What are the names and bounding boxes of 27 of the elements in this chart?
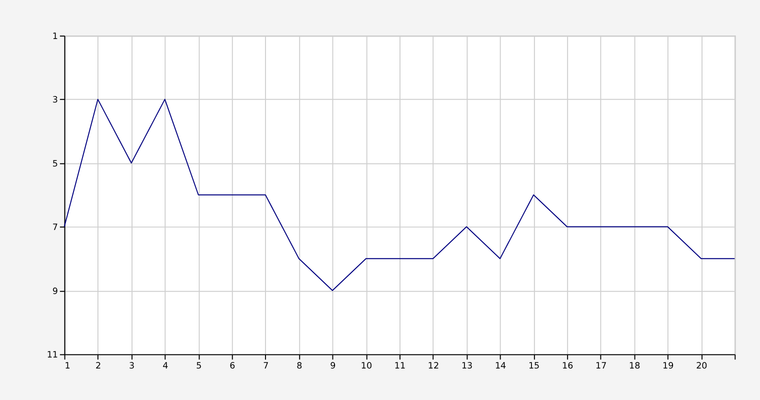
x-tick-label: 3 bbox=[129, 361, 135, 372]
x-tick-label: 15 bbox=[528, 361, 540, 372]
x-tick-label: 11 bbox=[394, 361, 406, 372]
x-tick-label: 19 bbox=[662, 361, 674, 372]
line-series bbox=[64, 98, 736, 291]
x-tick-label: 14 bbox=[494, 361, 507, 372]
x-tick-label: 13 bbox=[461, 361, 473, 372]
x-tick-label: 4 bbox=[162, 361, 169, 372]
x-tick-label: 10 bbox=[360, 361, 372, 372]
x-tick-label: 16 bbox=[562, 361, 574, 372]
y-tick-label: 3 bbox=[52, 96, 58, 106]
x-tick-label: 5 bbox=[196, 361, 202, 372]
x-tick-label: 1 bbox=[64, 361, 70, 372]
y-tick-label: 11 bbox=[46, 350, 58, 361]
x-tick-label: 6 bbox=[230, 361, 236, 372]
x-tick-label: 7 bbox=[263, 361, 269, 372]
x-tick-label: 20 bbox=[696, 361, 708, 372]
x-tick-label: 2 bbox=[96, 361, 102, 372]
x-tick-label: 18 bbox=[629, 361, 640, 372]
x-tick-label: 8 bbox=[296, 361, 302, 372]
x-tick-label: 12 bbox=[428, 361, 440, 372]
y-tick-label: 9 bbox=[52, 286, 58, 297]
y-tick-label: 7 bbox=[52, 223, 58, 234]
y-tick-label: 5 bbox=[52, 159, 58, 170]
x-tick-label: 9 bbox=[330, 361, 336, 372]
x-tick-label: 17 bbox=[596, 361, 607, 372]
y-tick-label: 1 bbox=[52, 32, 58, 42]
